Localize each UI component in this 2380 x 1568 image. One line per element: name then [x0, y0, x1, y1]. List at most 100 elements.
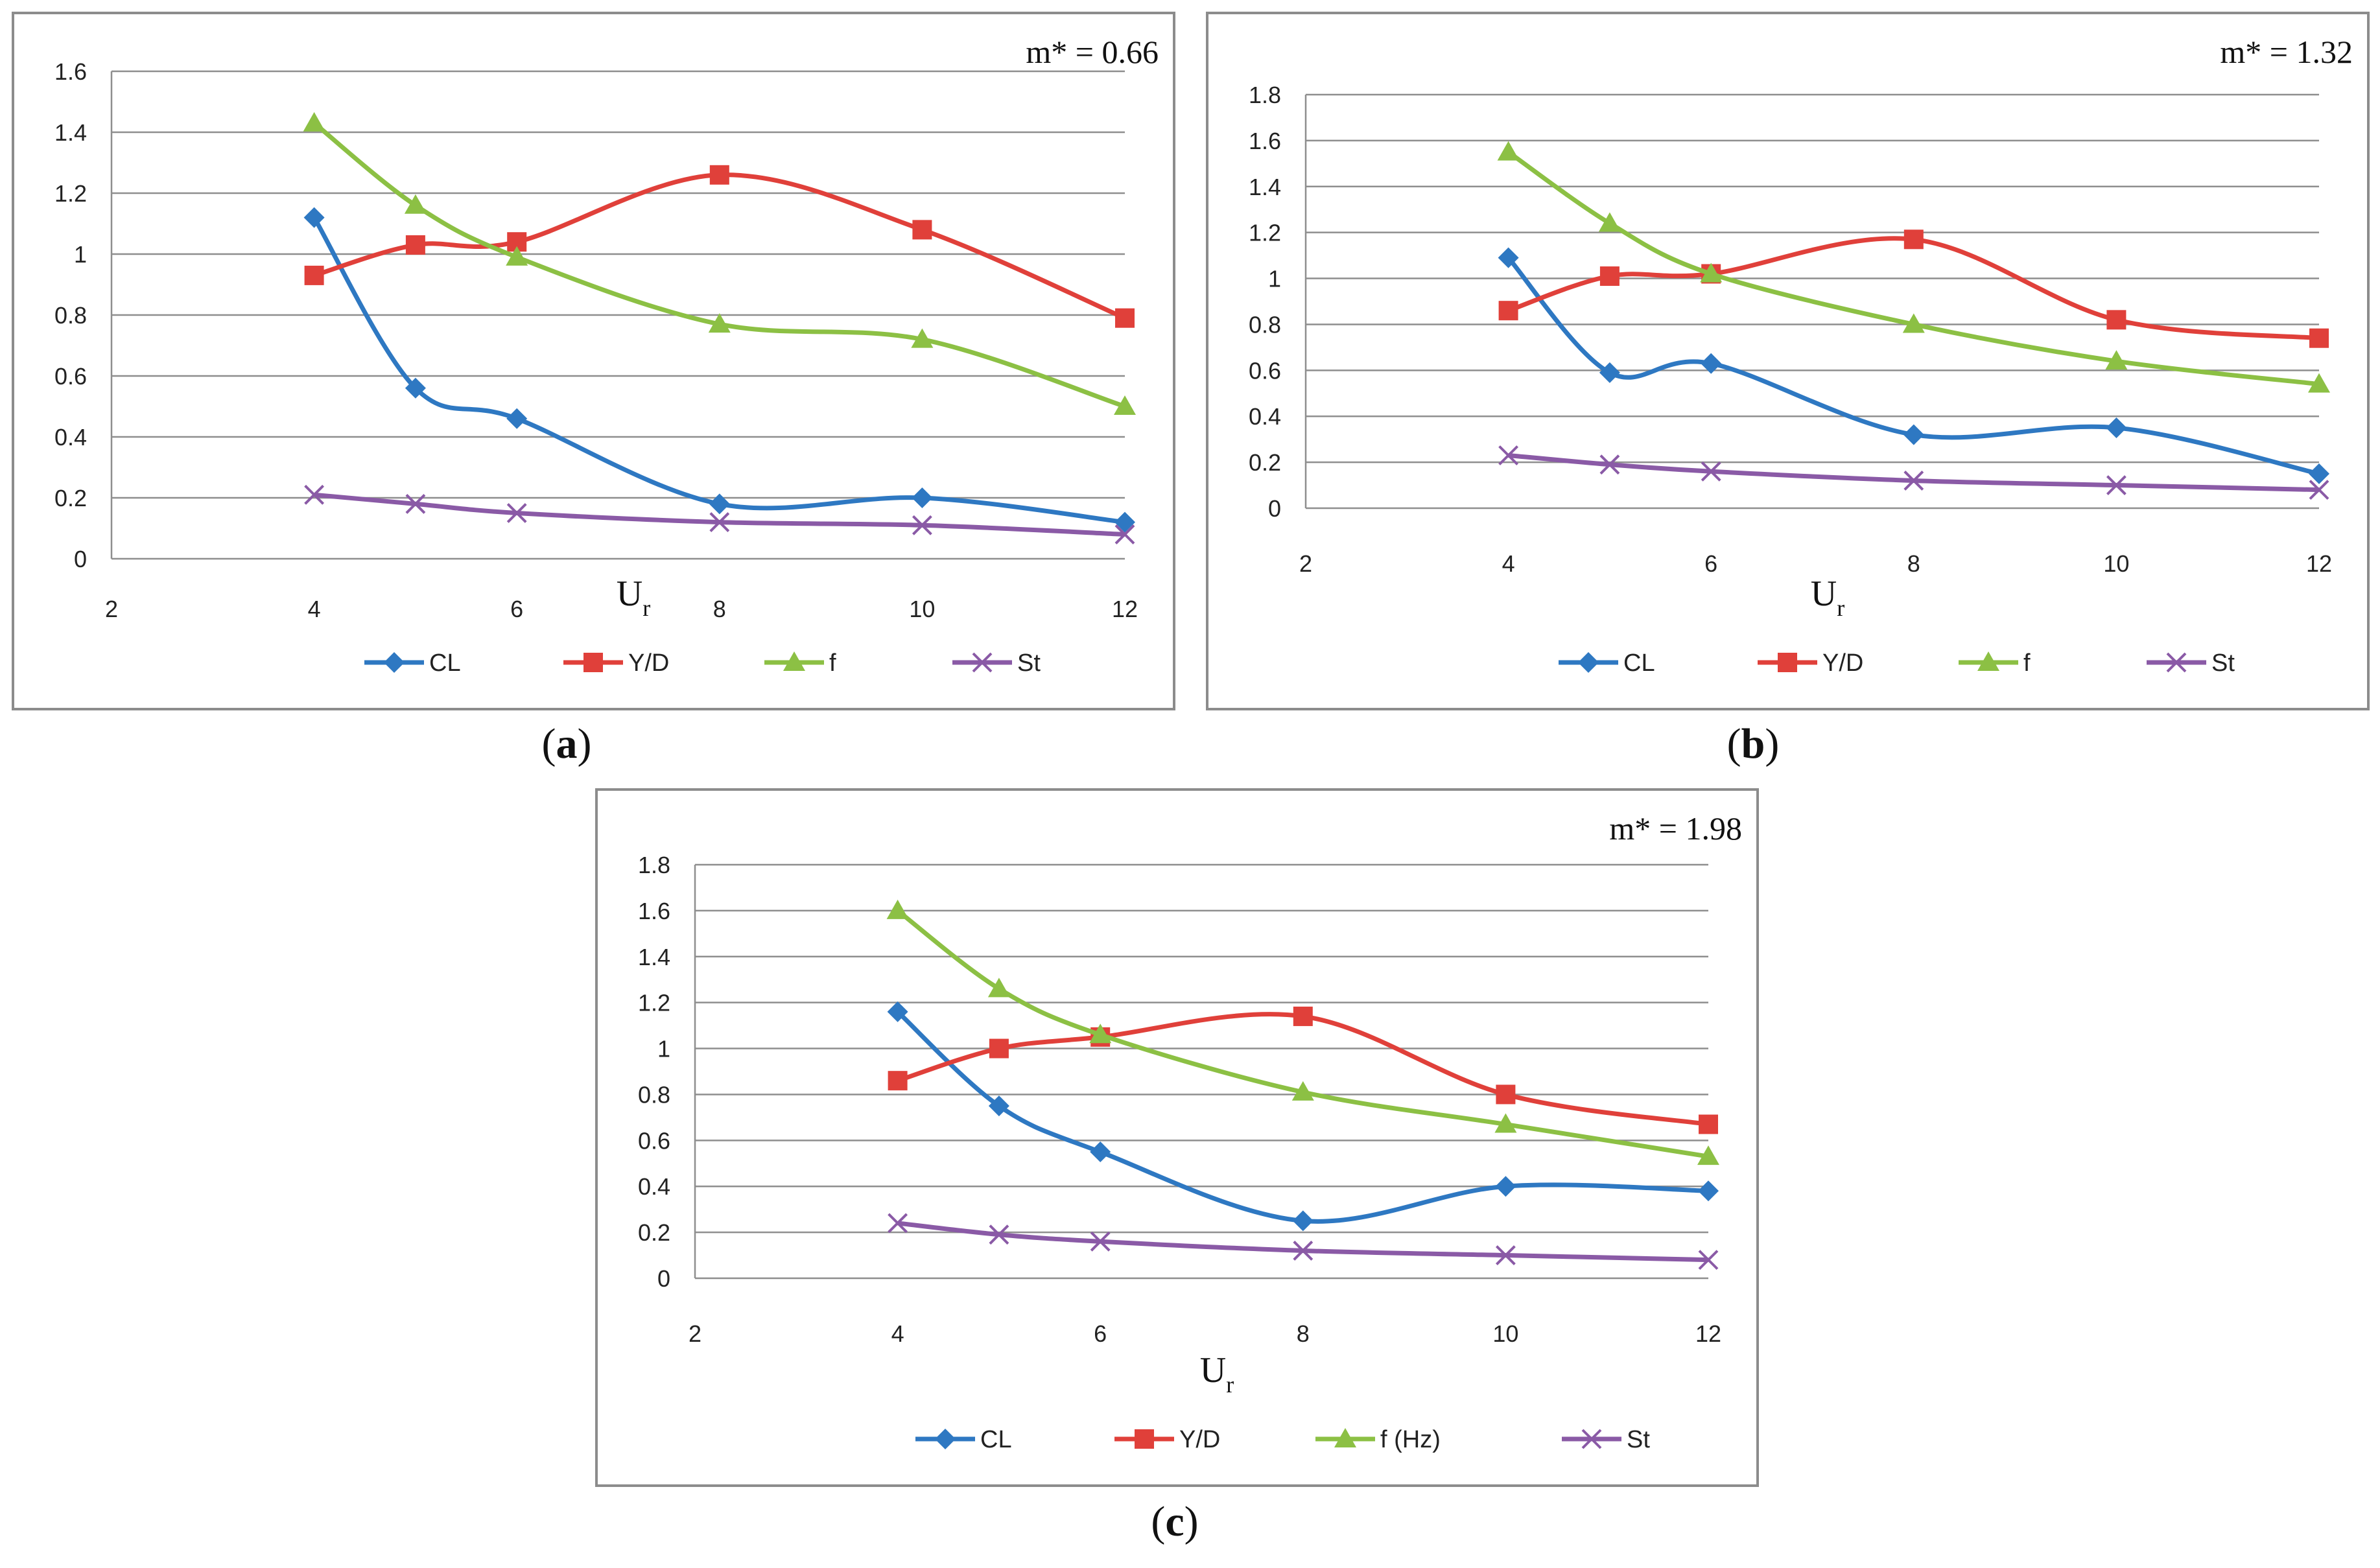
data-point [1903, 471, 1924, 491]
data-point [1903, 229, 1924, 250]
y-tick-label: 1 [657, 1036, 670, 1062]
y-tick-label: 0.6 [638, 1127, 670, 1154]
legend-label: f [2023, 649, 2031, 677]
y-tick-label: 1.8 [1249, 82, 1281, 108]
legend-item: St [952, 649, 1041, 677]
y-tick-label: 1.2 [54, 180, 87, 207]
series-cl [1498, 247, 2329, 484]
series-line [1508, 452, 2320, 493]
data-point [1495, 1245, 1516, 1265]
data-point [888, 1071, 908, 1091]
data-point [1293, 1241, 1314, 1261]
data-point [1114, 524, 1135, 544]
y-tick-label: 0.8 [54, 302, 87, 329]
legend-marker [935, 1429, 956, 1449]
x-tick-label: 2 [689, 1320, 701, 1347]
legend-marker [1778, 653, 1797, 672]
data-point [989, 1224, 1009, 1245]
legend-item: St [2147, 649, 2235, 677]
data-point [912, 220, 932, 240]
chart-panel-b: 0 0.2 0.4 0.6 0.8 1 1.2 1.4 1.6 1.8 2 4 6 8 10 12 Ur m* =… [1206, 12, 2370, 710]
y-tick-label: 0 [657, 1265, 670, 1292]
data-point [989, 1038, 1009, 1059]
legend-marker [972, 652, 993, 673]
data-point [304, 484, 325, 505]
chart-b-svg: 0 0.2 0.4 0.6 0.8 1 1.2 1.4 1.6 1.8 2 4 6 8 10 12 Ur m* =… [1249, 34, 2353, 677]
x-tick-label: 6 [1704, 550, 1717, 577]
data-point [1496, 1084, 1516, 1105]
y-tick-label: 0.6 [54, 363, 87, 390]
chart-panel-c: 0 0.2 0.4 0.6 0.8 1 1.2 1.4 1.6 1.8 2 4 6 8 10 12 Ur m* =… [595, 788, 1759, 1487]
data-point [1089, 1024, 1112, 1044]
data-point [1090, 1141, 1111, 1163]
x-tick-label: 12 [1112, 596, 1138, 622]
data-point [1114, 395, 1136, 415]
series-st [888, 1213, 1719, 1270]
legend-marker [1977, 651, 1999, 671]
x-axis-title: Ur [1200, 1350, 1234, 1398]
x-axis-title: Ur [1811, 574, 1844, 621]
y-tick-label: 1.8 [638, 852, 670, 878]
data-point [405, 493, 426, 514]
x-tick-label: 10 [909, 596, 935, 622]
data-point [1903, 424, 1924, 445]
x-axis-title: Ur [617, 574, 650, 621]
data-point [987, 977, 1010, 998]
data-point [1599, 362, 1620, 383]
y-tick-label: 0.2 [638, 1219, 670, 1246]
data-point [1698, 1180, 1719, 1202]
data-point [2106, 475, 2127, 495]
series-st [304, 484, 1135, 544]
legend-label: f [829, 649, 836, 677]
data-point [1701, 461, 1721, 482]
data-point [1598, 212, 1621, 232]
chart-title: m* = 0.66 [1026, 34, 1159, 70]
legend-label: CL [1623, 649, 1655, 677]
y-tick-label: 1 [1268, 266, 1281, 292]
legend-label: Y/D [1822, 649, 1863, 677]
legend-marker [583, 653, 603, 672]
chart-c-svg: 0 0.2 0.4 0.6 0.8 1 1.2 1.4 1.6 1.8 2 4 6 8 10 12 Ur m* =… [638, 810, 1742, 1453]
legend-marker [783, 651, 805, 671]
y-tick-label: 0.4 [54, 424, 87, 451]
series-cl [887, 1001, 1719, 1232]
y-tick-label: 0.8 [1249, 311, 1281, 338]
chart-a-svg: 0 0.2 0.4 0.6 0.8 1 1.2 1.4 1.6 2 4 6 8 10 12 Ur m* = 0.… [54, 34, 1159, 677]
legend-item: CL [915, 1426, 1012, 1453]
legend-marker [1334, 1428, 1356, 1447]
chart-title: m* = 1.32 [2220, 34, 2353, 70]
data-point [1599, 266, 1620, 287]
data-point [911, 328, 934, 348]
y-tick-label: 0.8 [638, 1081, 670, 1108]
x-tick-label: 2 [1299, 550, 1312, 577]
series-f [1497, 141, 2330, 393]
data-point [709, 493, 730, 515]
data-point [1495, 1176, 1516, 1197]
data-point [1498, 445, 1519, 465]
x-tick-label: 6 [1094, 1320, 1107, 1347]
legend-marker [1135, 1429, 1154, 1449]
data-point [506, 408, 528, 429]
data-point [1697, 1145, 1719, 1165]
data-point [1497, 141, 1520, 161]
legend-item: CL [1559, 649, 1655, 677]
data-point [1115, 308, 1135, 328]
series-line [897, 1012, 1709, 1127]
x-tick-label: 8 [1907, 550, 1920, 577]
legend-label: Y/D [628, 649, 669, 677]
data-point [988, 1095, 1009, 1117]
x-tick-label: 6 [510, 596, 523, 622]
data-point [1494, 1113, 1517, 1133]
x-tick-label: 4 [891, 1320, 904, 1347]
data-point [1699, 1114, 1718, 1134]
y-tick-label: 0.4 [638, 1173, 670, 1200]
data-point [405, 377, 426, 399]
data-point [888, 1213, 908, 1234]
legend-item: Y/D [1114, 1426, 1220, 1453]
y-tick-label: 0.2 [1249, 449, 1281, 476]
caption-c: (c) [1151, 1498, 1199, 1545]
legend-item: Y/D [1758, 649, 1863, 677]
series-line [312, 216, 1125, 525]
y-tick-label: 1.4 [638, 944, 670, 970]
legend-label: St [1627, 1426, 1650, 1453]
